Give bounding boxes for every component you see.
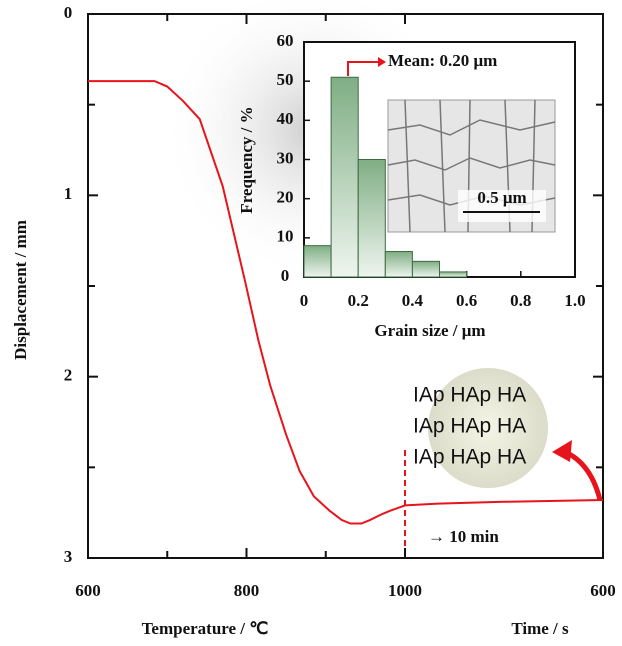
inset-y-tick-label: 10	[277, 227, 294, 246]
histogram-bar	[384, 251, 413, 278]
x-tick-label: 800	[234, 581, 260, 600]
inset-x-tick-label: 0.2	[348, 291, 369, 310]
inset-y-title: Frequency / %	[237, 106, 256, 213]
inset-y-tick-label: 0	[281, 266, 290, 285]
inset-x-title: Grain size / μm	[374, 321, 485, 340]
inset-x-tick-label: 0.6	[456, 291, 477, 310]
histogram-bar	[411, 260, 440, 278]
x-tick-label: 600	[590, 581, 616, 600]
y-tick-label: 1	[64, 184, 73, 203]
inset-x-tick-label: 0.4	[402, 291, 424, 310]
histogram-bar	[330, 76, 359, 278]
inset-y-tick-label: 60	[277, 31, 294, 50]
histogram-bar	[303, 245, 332, 278]
magnifier	[415, 368, 555, 488]
y-tick-label: 0	[64, 3, 73, 22]
data-line	[88, 80, 406, 525]
x2-axis-title: Time / s	[511, 619, 569, 638]
scale-bar-label: 0.5 μm	[477, 188, 526, 207]
y-tick-label: 2	[64, 366, 73, 385]
inset-x-tick-label: 0.8	[510, 291, 531, 310]
data-line	[404, 498, 604, 507]
magnifier-text: IAp HAp HA IAp HAp HA IAp HAp HA	[413, 384, 526, 469]
inset-y-tick-label: 40	[277, 109, 294, 128]
mean-arrow	[347, 61, 378, 76]
micrograph	[387, 99, 556, 233]
pointer-arrowhead	[552, 440, 572, 462]
x-tick-label: 1000	[388, 581, 422, 600]
y-tick-label: 3	[64, 547, 73, 566]
mean-label: Mean: 0.20 μm	[388, 51, 497, 70]
inset-y-tick-label: 20	[277, 188, 294, 207]
inset-y-tick-label: 30	[277, 148, 294, 167]
magnifier-row: IAp HAp HA	[413, 384, 526, 407]
x-tick-label: 600	[75, 581, 101, 600]
histogram-bar	[357, 159, 386, 278]
inset-x-tick-label: 1.0	[564, 291, 585, 310]
y-axis-title: Displacement / mm	[11, 220, 30, 360]
histogram-bar	[439, 271, 468, 278]
x-axis-title: Temperature / ℃	[142, 619, 269, 638]
magnifier-row: IAp HAp HA	[413, 446, 526, 469]
inset-x-tick-label: 0	[300, 291, 309, 310]
magnifier-row: IAp HAp HA	[413, 415, 526, 438]
inset-y-tick-label: 50	[277, 70, 294, 89]
annotation: → 10 min	[428, 527, 499, 546]
mean-arrowhead	[378, 57, 386, 67]
